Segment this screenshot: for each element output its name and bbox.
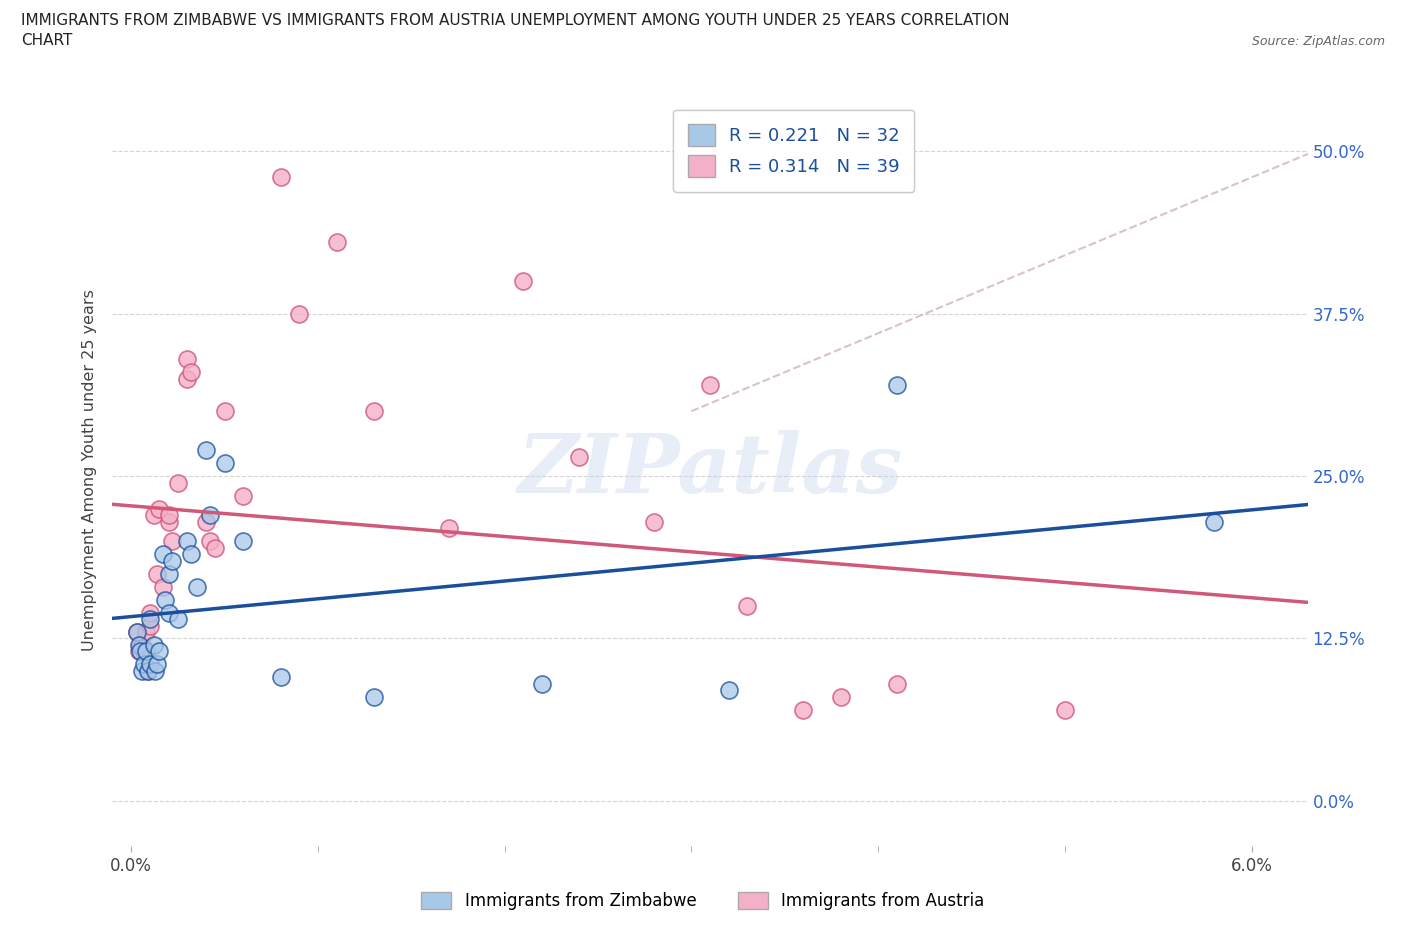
Point (162, 534, 183, 549)
Point (166, 475, 188, 490)
Point (643, 514, 665, 529)
Point (232, 488, 254, 503)
Point (176, 534, 198, 549)
Point (363, 404, 385, 418)
Point (232, 534, 254, 549)
Point (194, 514, 217, 529)
Point (135, 644, 157, 659)
Point (176, 352, 198, 366)
Point (886, 378, 908, 392)
Text: ZIPatlas: ZIPatlas (517, 430, 903, 510)
Point (214, 404, 236, 418)
Point (568, 449, 591, 464)
Point (152, 579, 174, 594)
Point (135, 625, 157, 640)
Point (699, 378, 721, 392)
Point (139, 657, 162, 671)
Point (437, 521, 460, 536)
Point (288, 306, 311, 321)
Text: Source: ZipAtlas.com: Source: ZipAtlas.com (1251, 35, 1385, 48)
Point (152, 547, 174, 562)
Point (166, 612, 188, 627)
Point (148, 644, 170, 659)
Point (139, 618, 162, 633)
Point (142, 508, 165, 523)
Point (145, 663, 167, 678)
Text: CHART: CHART (21, 33, 73, 48)
Point (717, 683, 740, 698)
Point (176, 371, 198, 386)
Point (180, 547, 202, 562)
Point (204, 540, 226, 555)
Point (139, 612, 162, 627)
Point (198, 534, 221, 549)
Point (131, 663, 153, 678)
Point (198, 508, 221, 523)
Point (131, 638, 153, 653)
Point (125, 625, 148, 640)
Point (134, 657, 156, 671)
Point (146, 657, 169, 671)
Point (162, 553, 183, 568)
Point (512, 274, 534, 289)
Point (214, 456, 236, 471)
Point (134, 644, 156, 659)
Point (129, 644, 152, 659)
Point (136, 663, 159, 678)
Legend: R = 0.221   N = 32, R = 0.314   N = 39: R = 0.221 N = 32, R = 0.314 N = 39 (673, 110, 914, 192)
Point (129, 638, 152, 653)
Point (325, 235, 347, 250)
Point (142, 638, 165, 653)
Point (128, 638, 150, 653)
Point (1204, 514, 1226, 529)
Text: IMMIGRANTS FROM ZIMBABWE VS IMMIGRANTS FROM AUSTRIA UNEMPLOYMENT AMONG YOUTH UND: IMMIGRANTS FROM ZIMBABWE VS IMMIGRANTS F… (21, 13, 1010, 28)
Point (1053, 702, 1076, 717)
Point (737, 599, 759, 614)
Point (186, 579, 208, 594)
Point (139, 605, 162, 620)
Point (125, 625, 148, 640)
Point (270, 670, 292, 684)
Point (136, 663, 159, 678)
Point (830, 689, 852, 704)
Point (886, 676, 908, 691)
Point (270, 170, 292, 185)
Point (146, 566, 169, 581)
Point (363, 689, 385, 704)
Point (157, 605, 180, 620)
Point (194, 443, 217, 458)
Point (148, 501, 170, 516)
Point (128, 644, 150, 659)
Point (153, 592, 176, 607)
Point (157, 508, 180, 523)
Point (157, 514, 180, 529)
Point (792, 702, 814, 717)
Legend: Immigrants from Zimbabwe, Immigrants from Austria: Immigrants from Zimbabwe, Immigrants fro… (415, 885, 991, 917)
Point (180, 365, 202, 379)
Point (530, 676, 553, 691)
Point (157, 566, 180, 581)
Y-axis label: Unemployment Among Youth under 25 years: Unemployment Among Youth under 25 years (82, 288, 97, 651)
